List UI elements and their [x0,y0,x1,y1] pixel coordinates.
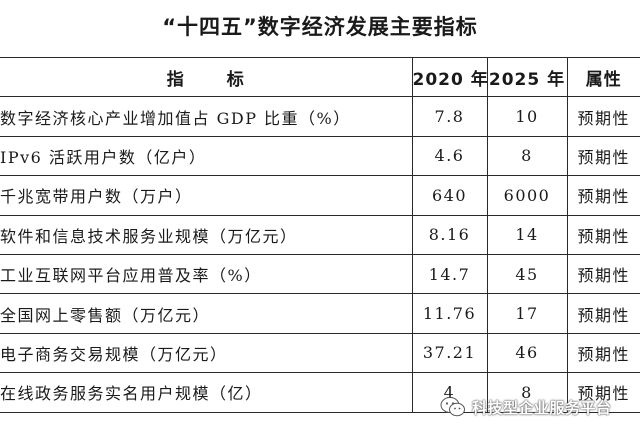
indicator-name-cell: 数字经济核心产业增加值占 GDP 比重（%） [0,96,413,137]
attribute-cell: 预期性 [566,332,640,374]
attribute-cell: 预期性 [566,253,640,295]
table-row: 在线政务服务实名用户规模（亿） 4 8 预期性 [0,372,640,413]
header-2025: 2025 年 [486,56,568,98]
value-2020-cell: 11.76 [411,293,488,334]
value-2025-cell: 8 [486,372,568,413]
indicator-name-cell: 全国网上零售额（万亿元） [0,293,413,334]
value-2025-cell: 17 [486,293,568,334]
value-2020-cell: 640 [411,175,488,216]
table-row: 工业互联网平台应用普及率（%） 14.7 45 预期性 [0,253,640,295]
attribute-cell: 预期性 [566,96,640,137]
wechat-logo-icon [440,397,465,417]
value-2020-cell: 8.16 [411,214,488,255]
attribute-cell: 预期性 [566,293,640,334]
indicator-name-cell: 千兆宽带用户数（万户） [0,175,413,216]
indicator-name-cell: 软件和信息技术服务业规模（万亿元） [0,214,413,255]
watermark: 科技型企业服务平台 [440,391,612,423]
indicator-name-cell: 电子商务交易规模（万亿元） [0,332,413,374]
value-2020-cell: 7.8 [411,96,488,137]
value-2025-cell: 6000 [486,175,568,216]
value-2025-cell: 8 [486,135,568,177]
attribute-cell: 预期性 [566,214,640,255]
table-header-row: 指标 2020 年 2025 年 属性 [0,56,640,98]
table-row: 数字经济核心产业增加值占 GDP 比重（%） 7.8 10 预期性 [0,96,640,137]
header-indicator: 指标 [0,56,413,98]
table-row: 千兆宽带用户数（万户） 640 6000 预期性 [0,175,640,216]
indicators-table: 指标 2020 年 2025 年 属性 数字经济核心产业增加值占 GDP 比重（… [0,56,640,413]
header-indicator-char-2: 标 [226,69,245,90]
value-2020-cell: 37.21 [411,332,488,374]
attribute-cell: 预期性 [566,372,640,413]
value-2025-cell: 14 [486,214,568,255]
watermark-text: 科技型企业服务平台 [472,398,612,417]
value-2025-cell: 46 [486,332,568,374]
table-row: 全国网上零售额（万亿元） 11.76 17 预期性 [0,293,640,334]
value-2025-cell: 45 [486,253,568,295]
indicator-name-cell: 在线政务服务实名用户规模（亿） [0,372,413,413]
value-2020-cell: 4.6 [411,135,488,177]
header-attribute: 属性 [566,56,640,98]
document-title: “十四五”数字经济发展主要指标 [162,15,478,39]
attribute-cell: 预期性 [566,175,640,216]
header-indicator-char-1: 指 [166,69,185,90]
indicator-name-cell: 工业互联网平台应用普及率（%） [0,253,413,295]
attribute-cell: 预期性 [566,135,640,177]
header-2020: 2020 年 [411,56,488,98]
table-row: 电子商务交易规模（万亿元） 37.21 46 预期性 [0,332,640,374]
indicator-name-cell: IPv6 活跃用户数（亿户） [0,135,413,177]
value-2025-cell: 10 [486,96,568,137]
table-row: 软件和信息技术服务业规模（万亿元） 8.16 14 预期性 [0,214,640,255]
table-row: IPv6 活跃用户数（亿户） 4.6 8 预期性 [0,135,640,177]
value-2020-cell: 14.7 [411,253,488,295]
